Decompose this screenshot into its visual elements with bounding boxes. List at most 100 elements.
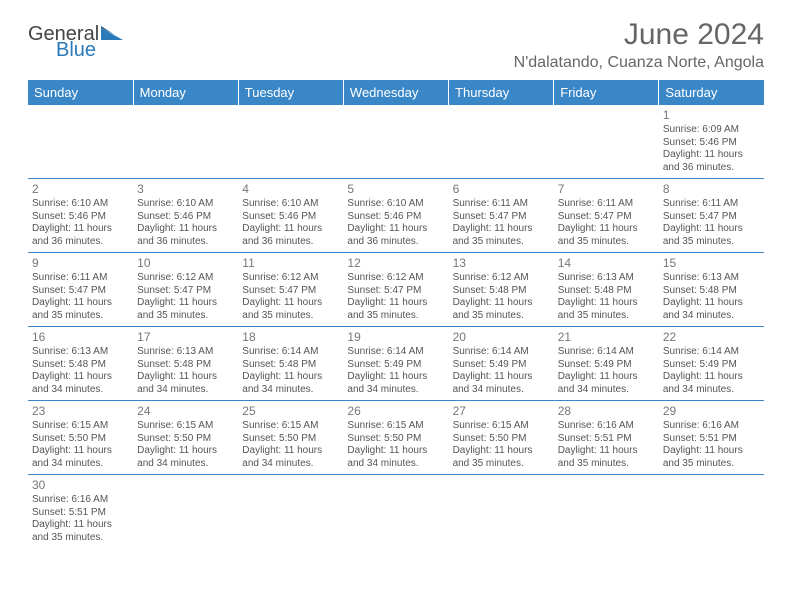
sunset-line: Sunset: 5:50 PM <box>242 433 339 446</box>
logo: General Blue <box>28 24 123 60</box>
daylight-line: Daylight: 11 hours and 35 minutes. <box>32 519 129 544</box>
calendar-cell: 25Sunrise: 6:15 AMSunset: 5:50 PMDayligh… <box>238 401 343 475</box>
day-header: Wednesday <box>343 80 448 105</box>
daylight-line: Daylight: 11 hours and 35 minutes. <box>558 223 655 248</box>
sunrise-line: Sunrise: 6:13 AM <box>558 272 655 285</box>
sunrise-line: Sunrise: 6:10 AM <box>347 198 444 211</box>
sunrise-line: Sunrise: 6:11 AM <box>558 198 655 211</box>
calendar-cell: 21Sunrise: 6:14 AMSunset: 5:49 PMDayligh… <box>554 327 659 401</box>
day-number: 11 <box>242 256 339 271</box>
day-header: Sunday <box>28 80 133 105</box>
calendar-cell: 30Sunrise: 6:16 AMSunset: 5:51 PMDayligh… <box>28 475 133 549</box>
sunrise-line: Sunrise: 6:16 AM <box>558 420 655 433</box>
daylight-line: Daylight: 11 hours and 34 minutes. <box>663 371 760 396</box>
calendar-cell: 29Sunrise: 6:16 AMSunset: 5:51 PMDayligh… <box>659 401 764 475</box>
daylight-line: Daylight: 11 hours and 35 minutes. <box>32 297 129 322</box>
daylight-line: Daylight: 11 hours and 35 minutes. <box>663 445 760 470</box>
sunrise-line: Sunrise: 6:15 AM <box>32 420 129 433</box>
day-number: 1 <box>663 108 760 123</box>
sunrise-line: Sunrise: 6:14 AM <box>242 346 339 359</box>
sunrise-line: Sunrise: 6:09 AM <box>663 124 760 137</box>
sunset-line: Sunset: 5:48 PM <box>32 359 129 372</box>
calendar-cell: 6Sunrise: 6:11 AMSunset: 5:47 PMDaylight… <box>449 179 554 253</box>
sunset-line: Sunset: 5:47 PM <box>558 211 655 224</box>
sunrise-line: Sunrise: 6:11 AM <box>663 198 760 211</box>
sunset-line: Sunset: 5:47 PM <box>137 285 234 298</box>
location: N'dalatando, Cuanza Norte, Angola <box>514 54 764 72</box>
day-header: Saturday <box>659 80 764 105</box>
day-number: 3 <box>137 182 234 197</box>
calendar-cell: 16Sunrise: 6:13 AMSunset: 5:48 PMDayligh… <box>28 327 133 401</box>
calendar-cell: 14Sunrise: 6:13 AMSunset: 5:48 PMDayligh… <box>554 253 659 327</box>
daylight-line: Daylight: 11 hours and 35 minutes. <box>242 297 339 322</box>
daylight-line: Daylight: 11 hours and 36 minutes. <box>347 223 444 248</box>
daylight-line: Daylight: 11 hours and 35 minutes. <box>453 223 550 248</box>
sunrise-line: Sunrise: 6:14 AM <box>347 346 444 359</box>
day-number: 8 <box>663 182 760 197</box>
calendar-cell <box>659 475 764 549</box>
day-header: Friday <box>554 80 659 105</box>
calendar-cell <box>238 475 343 549</box>
daylight-line: Daylight: 11 hours and 36 minutes. <box>663 149 760 174</box>
daylight-line: Daylight: 11 hours and 35 minutes. <box>347 297 444 322</box>
sunset-line: Sunset: 5:47 PM <box>347 285 444 298</box>
daylight-line: Daylight: 11 hours and 36 minutes. <box>32 223 129 248</box>
calendar-row: 2Sunrise: 6:10 AMSunset: 5:46 PMDaylight… <box>28 179 764 253</box>
daylight-line: Daylight: 11 hours and 34 minutes. <box>242 371 339 396</box>
daylight-line: Daylight: 11 hours and 36 minutes. <box>137 223 234 248</box>
logo-text-blue: Blue <box>56 40 123 60</box>
calendar-cell: 22Sunrise: 6:14 AMSunset: 5:49 PMDayligh… <box>659 327 764 401</box>
sunset-line: Sunset: 5:49 PM <box>453 359 550 372</box>
day-number: 13 <box>453 256 550 271</box>
sunset-line: Sunset: 5:51 PM <box>558 433 655 446</box>
calendar-cell: 20Sunrise: 6:14 AMSunset: 5:49 PMDayligh… <box>449 327 554 401</box>
sunrise-line: Sunrise: 6:12 AM <box>242 272 339 285</box>
calendar-cell: 1Sunrise: 6:09 AMSunset: 5:46 PMDaylight… <box>659 105 764 179</box>
month-title: June 2024 <box>514 18 764 52</box>
sunset-line: Sunset: 5:49 PM <box>347 359 444 372</box>
sunset-line: Sunset: 5:47 PM <box>32 285 129 298</box>
calendar-cell: 3Sunrise: 6:10 AMSunset: 5:46 PMDaylight… <box>133 179 238 253</box>
calendar-head: SundayMondayTuesdayWednesdayThursdayFrid… <box>28 80 764 105</box>
daylight-line: Daylight: 11 hours and 34 minutes. <box>137 445 234 470</box>
sunset-line: Sunset: 5:48 PM <box>242 359 339 372</box>
sunrise-line: Sunrise: 6:16 AM <box>663 420 760 433</box>
day-number: 28 <box>558 404 655 419</box>
daylight-line: Daylight: 11 hours and 36 minutes. <box>242 223 339 248</box>
calendar-cell <box>343 475 448 549</box>
sunset-line: Sunset: 5:50 PM <box>32 433 129 446</box>
sunset-line: Sunset: 5:50 PM <box>137 433 234 446</box>
calendar-cell: 19Sunrise: 6:14 AMSunset: 5:49 PMDayligh… <box>343 327 448 401</box>
day-number: 16 <box>32 330 129 345</box>
sunrise-line: Sunrise: 6:12 AM <box>453 272 550 285</box>
calendar-cell: 27Sunrise: 6:15 AMSunset: 5:50 PMDayligh… <box>449 401 554 475</box>
day-number: 6 <box>453 182 550 197</box>
daylight-line: Daylight: 11 hours and 34 minutes. <box>453 371 550 396</box>
calendar-cell <box>554 475 659 549</box>
sunrise-line: Sunrise: 6:15 AM <box>453 420 550 433</box>
sunrise-line: Sunrise: 6:15 AM <box>242 420 339 433</box>
day-number: 5 <box>347 182 444 197</box>
sunset-line: Sunset: 5:46 PM <box>32 211 129 224</box>
sunrise-line: Sunrise: 6:14 AM <box>663 346 760 359</box>
calendar-cell: 13Sunrise: 6:12 AMSunset: 5:48 PMDayligh… <box>449 253 554 327</box>
sunrise-line: Sunrise: 6:12 AM <box>137 272 234 285</box>
daylight-line: Daylight: 11 hours and 35 minutes. <box>453 297 550 322</box>
calendar-cell: 11Sunrise: 6:12 AMSunset: 5:47 PMDayligh… <box>238 253 343 327</box>
calendar-row: 16Sunrise: 6:13 AMSunset: 5:48 PMDayligh… <box>28 327 764 401</box>
daylight-line: Daylight: 11 hours and 34 minutes. <box>663 297 760 322</box>
daylight-line: Daylight: 11 hours and 34 minutes. <box>347 445 444 470</box>
calendar-cell <box>133 105 238 179</box>
calendar-row: 9Sunrise: 6:11 AMSunset: 5:47 PMDaylight… <box>28 253 764 327</box>
sunset-line: Sunset: 5:48 PM <box>137 359 234 372</box>
calendar-cell: 9Sunrise: 6:11 AMSunset: 5:47 PMDaylight… <box>28 253 133 327</box>
sunset-line: Sunset: 5:48 PM <box>558 285 655 298</box>
sunset-line: Sunset: 5:48 PM <box>663 285 760 298</box>
daylight-line: Daylight: 11 hours and 34 minutes. <box>347 371 444 396</box>
sunrise-line: Sunrise: 6:10 AM <box>242 198 339 211</box>
daylight-line: Daylight: 11 hours and 35 minutes. <box>558 445 655 470</box>
day-number: 26 <box>347 404 444 419</box>
calendar-cell <box>343 105 448 179</box>
day-number: 21 <box>558 330 655 345</box>
calendar-cell: 15Sunrise: 6:13 AMSunset: 5:48 PMDayligh… <box>659 253 764 327</box>
